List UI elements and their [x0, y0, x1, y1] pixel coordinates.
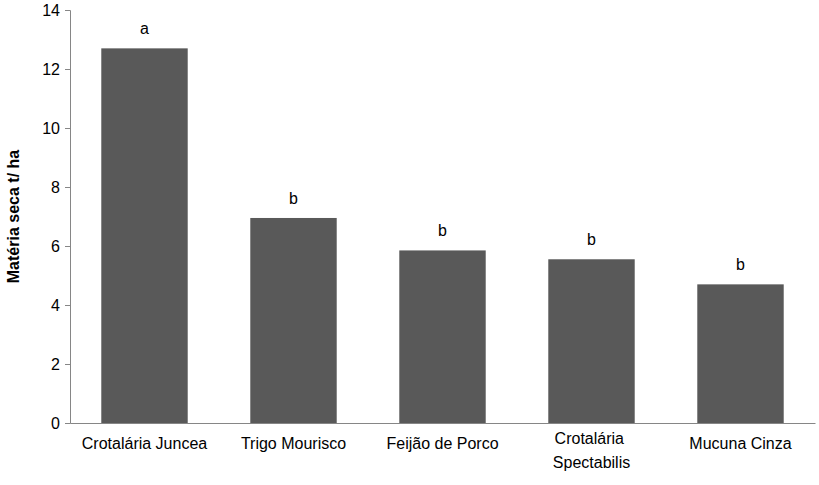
annotation: b: [736, 256, 745, 273]
annotation: a: [140, 20, 149, 37]
y-tick: 0: [51, 415, 70, 432]
bar: [101, 48, 187, 423]
x-tick: Crotalária Spectabilis: [553, 423, 630, 471]
annotation: b: [289, 190, 298, 207]
y-tick-label: 2: [51, 356, 60, 373]
y-tick-mark: [65, 364, 70, 365]
y-axis-line: [65, 11, 71, 424]
y-tick: 2: [51, 356, 70, 373]
x-axis-line: [71, 423, 816, 424]
x-tick-label: Trigo Mourisco: [241, 435, 346, 452]
x-tick-label: Feijão de Porco: [386, 435, 498, 452]
annotation: b: [587, 231, 596, 248]
y-tick-mark: [65, 423, 70, 424]
x-tick: Trigo Mourisco: [241, 423, 346, 452]
annotations: a b b b b: [140, 20, 745, 273]
y-tick: 8: [51, 179, 70, 196]
annotation: b: [438, 222, 447, 239]
bar: [250, 218, 336, 423]
y-tick: 4: [51, 297, 70, 314]
y-tick: 6: [51, 238, 70, 255]
plot: a b b b b 0 2 4 6 8 10 12 14 Crotalária Juncea Trigo M…: [42, 2, 815, 471]
y-tick: 12: [42, 61, 70, 78]
y-tick-mark: [65, 187, 70, 188]
y-tick-mark: [65, 305, 70, 306]
y-tick-mark: [65, 246, 70, 247]
y-axis: 0 2 4 6 8 10 12 14: [42, 2, 70, 432]
y-axis-title: Matéria seca t/ ha: [5, 150, 22, 284]
x-tick-label: Crotalária Spectabilis: [553, 430, 630, 471]
x-tick: Crotalária Juncea: [82, 423, 208, 452]
x-tick: Feijão de Porco: [386, 423, 498, 452]
y-tick-label: 8: [51, 179, 60, 196]
y-tick-label: 10: [42, 120, 60, 137]
y-tick-mark: [65, 69, 70, 70]
y-tick-label: 6: [51, 238, 60, 255]
chart-container: a b b b b 0 2 4 6 8 10 12 14 Crotalária Juncea Trigo M…: [0, 0, 819, 485]
y-tick-label: 0: [51, 415, 60, 432]
y-tick-label: 14: [42, 2, 60, 19]
x-tick-label: Crotalária Juncea: [82, 435, 208, 452]
y-tick-label: 4: [51, 297, 60, 314]
bar: [548, 259, 634, 423]
x-axis: Crotalária Juncea Trigo Mourisco Feijão de…: [71, 423, 816, 471]
y-tick: 14: [42, 2, 70, 19]
y-tick: 10: [42, 120, 70, 137]
y-tick-mark: [65, 128, 70, 129]
chart-svg: a b b b b 0 2 4 6 8 10 12 14 Crotalária Juncea Trigo M…: [0, 0, 819, 485]
x-tick: Mucuna Cinza: [689, 423, 791, 452]
bar: [399, 250, 485, 423]
bar: [697, 284, 783, 423]
x-tick-label: Mucuna Cinza: [689, 435, 791, 452]
y-tick-label: 12: [42, 61, 60, 78]
y-tick-mark: [65, 10, 70, 11]
bars: [101, 48, 783, 423]
